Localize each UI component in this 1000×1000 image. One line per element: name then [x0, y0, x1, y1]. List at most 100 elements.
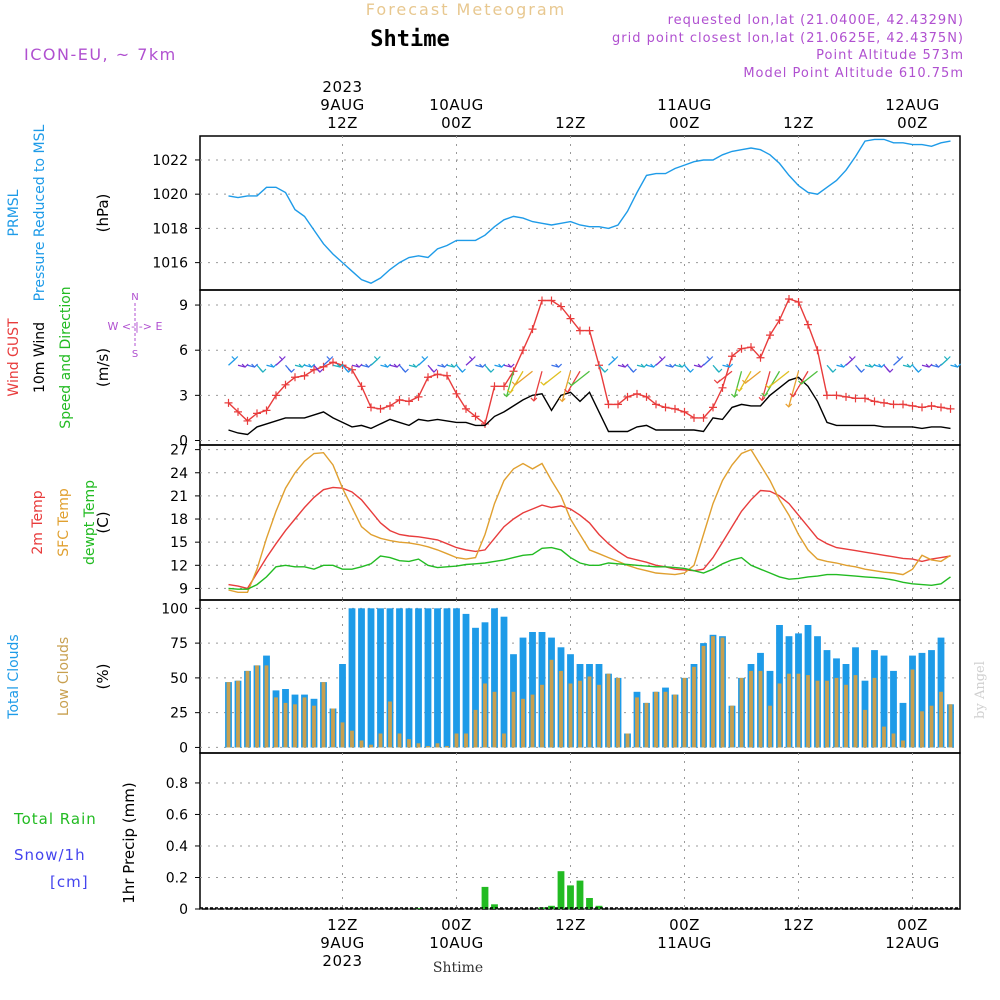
wind-arrow — [674, 364, 683, 368]
wind-arrow-head — [741, 379, 749, 384]
gust-marker — [680, 407, 689, 416]
y-tick-label: 27 — [170, 443, 188, 459]
gust-marker — [652, 400, 660, 409]
y-axis-label: 1hr Precip (mm) — [120, 782, 138, 903]
low-cloud-bar — [264, 665, 269, 748]
wind-arrow — [389, 364, 398, 368]
series-line — [228, 298, 951, 426]
wind-arrow-head — [355, 363, 363, 368]
gridpoint-coords: grid point closest lon,lat (21.0625E, 42… — [612, 31, 964, 46]
wind-arrow-head — [630, 368, 637, 373]
y-tick-label: 0 — [179, 740, 188, 756]
y-tick-label: 1020 — [152, 187, 188, 203]
rain-bar — [586, 898, 593, 909]
wind-arrow — [940, 359, 948, 366]
panel-3: 9 12 15 18 21 24 27 (C) 2m Temp SFC Temp dewpt Tem… — [30, 443, 961, 601]
wind-arrow — [921, 364, 930, 368]
gust-marker — [462, 404, 470, 413]
gust-marker — [272, 391, 280, 400]
low-cloud-bar — [625, 733, 630, 748]
y-tick-label: 100 — [161, 601, 188, 617]
wind-arrow-head — [915, 368, 922, 373]
y-tick-label: 15 — [170, 535, 188, 551]
gust-marker — [747, 343, 755, 352]
low-cloud-bar — [540, 684, 544, 748]
wind-arrow-head — [764, 384, 772, 389]
wind-arrow-head — [270, 363, 278, 368]
low-cloud-bar — [749, 670, 753, 748]
low-cloud-bar — [350, 730, 354, 748]
low-cloud-bar — [635, 697, 639, 748]
low-cloud-bar — [407, 739, 411, 748]
gust-marker — [690, 413, 698, 422]
gust-marker — [224, 398, 233, 407]
low-cloud-bar — [502, 733, 506, 748]
wind-arrow-head — [558, 398, 566, 403]
footer-location: Shtime — [433, 960, 483, 976]
gust-marker — [329, 358, 337, 367]
wind-arrow-head — [687, 368, 694, 373]
low-cloud-bar — [492, 691, 497, 748]
time-label-bottom: 2023 — [322, 952, 362, 970]
gust-marker — [775, 316, 784, 325]
wind-arrow — [646, 364, 654, 368]
low-cloud-bar — [758, 670, 763, 748]
wind-arrow-head — [278, 356, 286, 361]
wind-arrow — [475, 364, 483, 368]
wind-arrow — [408, 364, 417, 368]
wind-arrow — [845, 359, 853, 366]
low-cloud-bar — [388, 701, 392, 748]
low-cloud-bar — [939, 691, 943, 748]
time-label-bottom: 12AUG — [885, 934, 939, 952]
y-tick-label: 1016 — [152, 256, 188, 272]
gust-marker — [851, 394, 860, 403]
time-label-bottom: 12Z — [783, 916, 814, 934]
wind-arrow-head — [726, 363, 734, 368]
low-cloud-bar — [739, 677, 744, 748]
gust-marker — [633, 389, 641, 398]
wind-arrow-head — [511, 381, 519, 386]
wind-arrow-head — [384, 363, 392, 368]
gust-marker — [253, 409, 261, 418]
rain-bar — [481, 886, 489, 909]
wind-arrow — [494, 364, 502, 368]
wind-arrow — [266, 364, 274, 368]
low-cloud-bar — [825, 680, 829, 748]
total-cloud-bar — [367, 608, 375, 748]
wind-arrow — [950, 364, 958, 368]
gust-marker — [880, 398, 888, 407]
wind-arrow-head — [896, 356, 904, 361]
low-cloud-bar — [787, 673, 791, 748]
wind-arrow-head — [678, 363, 686, 368]
series-line — [228, 376, 951, 436]
y-tick-label: 24 — [170, 466, 188, 482]
low-cloud-bar — [606, 673, 611, 748]
low-cloud-bar — [293, 704, 297, 748]
low-cloud-bar — [445, 746, 449, 748]
total-cloud-bar — [928, 650, 935, 748]
wind-arrow — [617, 364, 626, 368]
chart-subtitle: Forecast Meteogram — [366, 0, 566, 19]
wind-arrow — [733, 371, 743, 398]
wind-arrow — [509, 370, 524, 394]
low-cloud-bar — [844, 684, 848, 748]
gust-marker — [528, 325, 537, 334]
gust-marker — [262, 406, 271, 415]
low-cloud-bar — [663, 691, 668, 748]
y-axis-label: (C) — [94, 511, 112, 533]
low-cloud-bar — [435, 743, 440, 748]
gust-marker — [319, 362, 328, 371]
total-cloud-bar — [443, 608, 451, 748]
wind-arrow — [247, 364, 255, 368]
total-cloud-bar — [899, 702, 907, 748]
series-label: [cm] — [50, 873, 89, 891]
low-cloud-bar — [245, 670, 250, 748]
wind-arrow-head — [441, 363, 449, 368]
wind-arrow-head — [611, 356, 619, 361]
wind-arrow-head — [848, 356, 856, 361]
low-cloud-bar — [711, 636, 715, 748]
wind-arrow-head — [530, 397, 538, 402]
